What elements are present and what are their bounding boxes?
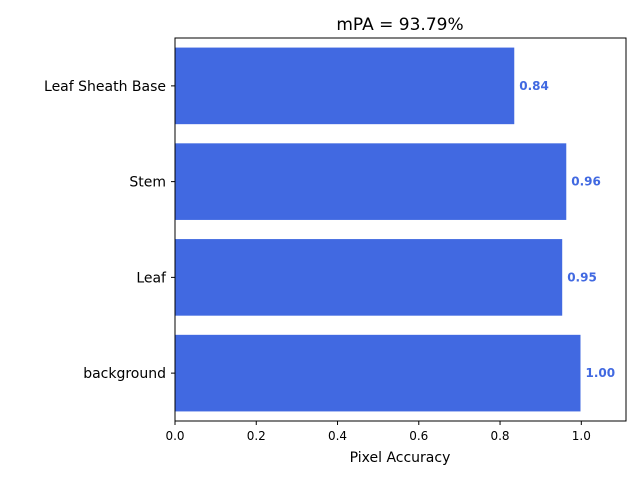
x-tick-label-5: 1.0 (572, 429, 591, 443)
bar-value-label-1: 0.96 (571, 175, 601, 189)
bar-1 (175, 143, 567, 220)
plot-frame (174, 37, 627, 422)
data-labels-group: 0.84 0.96 0.95 1.00 (519, 79, 615, 380)
y-axis: Leaf Sheath Base Stem Leaf background (44, 79, 175, 382)
bar-0 (175, 47, 515, 125)
y-tick-label-1: Stem (129, 175, 166, 191)
x-axis-label: Pixel Accuracy (350, 450, 451, 466)
x-axis: 0.0 0.2 0.4 0.6 0.8 1.0 (165, 421, 591, 443)
y-tick-label-0: Leaf Sheath Base (44, 79, 166, 95)
bar-3 (175, 334, 581, 412)
x-tick-label-4: 0.8 (490, 429, 509, 443)
x-tick-label-2: 0.4 (328, 429, 347, 443)
chart-title: mPA = 93.79% (336, 15, 463, 35)
x-tick-label-3: 0.6 (409, 429, 428, 443)
y-tick-label-2: Leaf (136, 270, 167, 286)
x-tick-label-0: 0.0 (165, 429, 184, 443)
bar-value-label-0: 0.84 (519, 79, 549, 93)
bar-2 (175, 239, 563, 316)
bars-group (175, 47, 581, 412)
y-tick-label-3: background (83, 366, 166, 382)
bar-value-label-2: 0.95 (567, 270, 597, 284)
bar-value-label-3: 1.00 (585, 366, 615, 380)
x-tick-label-1: 0.2 (247, 429, 266, 443)
